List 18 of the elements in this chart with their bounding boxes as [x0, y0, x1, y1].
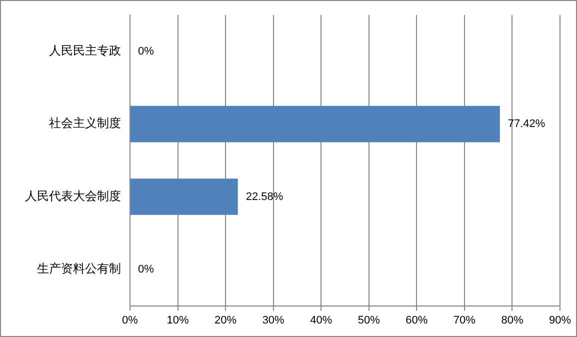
x-tick-label: 30% [262, 314, 285, 326]
x-tick-label: 0% [122, 314, 138, 326]
data-label: 0% [138, 263, 154, 276]
y-tick-label: 社会主义制度 [49, 116, 121, 130]
data-label: 77.42% [508, 118, 546, 130]
x-tick-label: 60% [406, 314, 428, 326]
x-tick-label: 20% [214, 314, 237, 326]
x-tick-label: 80% [501, 314, 524, 326]
data-label: 22.58% [246, 190, 284, 203]
x-tick-label: 70% [453, 314, 476, 326]
y-tick-label: 人民代表大会制度 [25, 188, 121, 203]
y-tick-label: 生产资料公有制 [37, 262, 121, 276]
y-tick-label: 人民民主专政 [49, 43, 121, 58]
x-tick-label: 50% [358, 314, 380, 326]
data-label: 0% [138, 45, 154, 58]
x-tick-label: 40% [310, 314, 332, 326]
x-tick-label: 10% [166, 314, 189, 326]
x-tick-label: 90% [548, 314, 572, 326]
